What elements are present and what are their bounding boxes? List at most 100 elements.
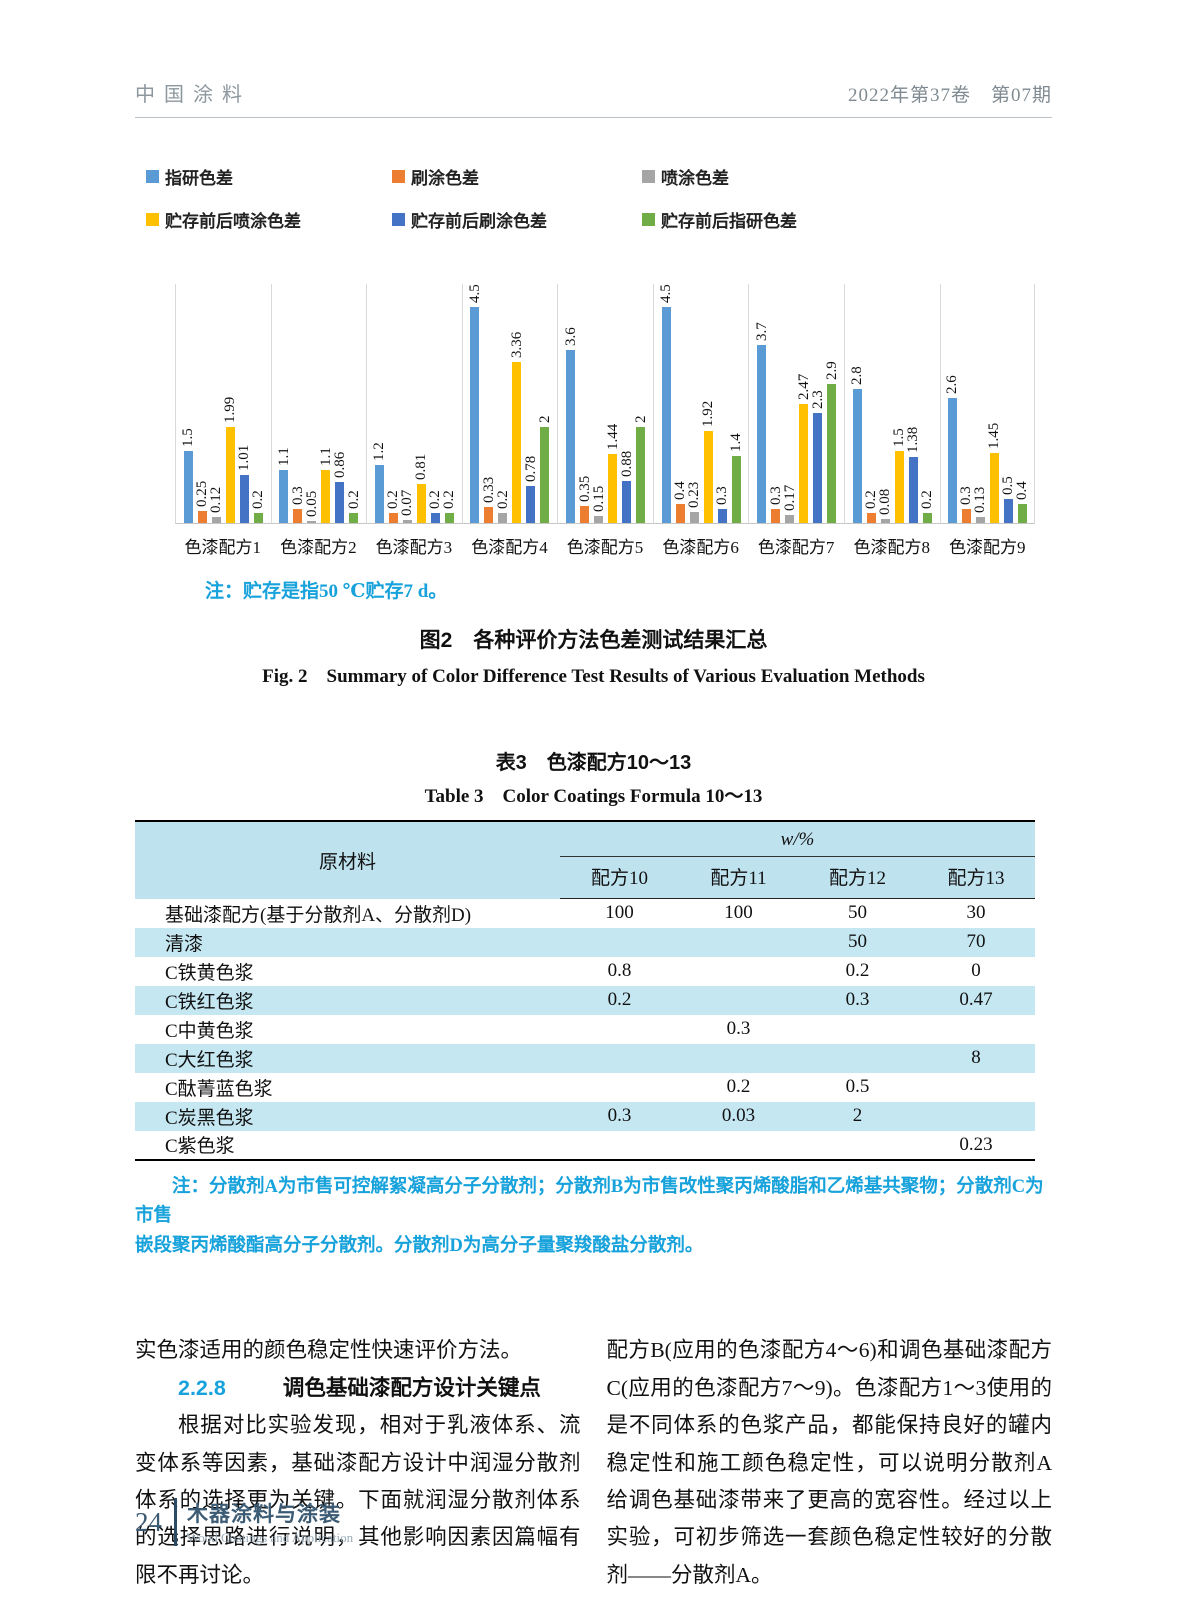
value-cell: 100 xyxy=(724,902,753,924)
body-text: 实色漆适用的颜色稳定性快速评价方法。 2.2.8 调色基础漆配方设计关键点 根据… xyxy=(135,1332,1052,1600)
value-cell: 0.23 xyxy=(959,1133,993,1155)
x-axis-category-label: 色漆配方3 xyxy=(375,538,453,557)
bar-value-label: 0.2 xyxy=(345,490,362,510)
material-name-cell: C大红色浆 xyxy=(135,1043,560,1073)
bar: 0.3 xyxy=(958,486,974,523)
bar-value-label: 1.38 xyxy=(905,426,922,453)
bar: 2.8 xyxy=(849,366,865,523)
bar-value-label: 2 xyxy=(536,415,553,424)
bar-value-label: 3.36 xyxy=(508,331,525,358)
x-axis-category-label: 色漆配方5 xyxy=(566,538,644,557)
value-cell: 50 xyxy=(798,927,917,957)
paragraph: 实色漆适用的颜色稳定性快速评价方法。 xyxy=(135,1338,523,1363)
chart-group: 1.2 0.2 0.07 0.81 0.2 0.2 色漆配方3 xyxy=(366,284,462,558)
chart-group: 3.7 0.3 0.17 2.47 2.3 2.9 色漆配方7 xyxy=(748,284,844,558)
bar-value-label: 0.2 xyxy=(494,490,511,510)
bar: 1.99 xyxy=(222,397,238,523)
chart-group-bars: 4.5 0.33 0.2 3.36 0.78 2 xyxy=(461,284,558,524)
bar: 0.25 xyxy=(194,481,210,523)
table-row: 基础漆配方(基于分散剂A、分散剂D) 100 100 50 30 xyxy=(135,899,1035,928)
page-number: 24 xyxy=(135,1506,162,1537)
bar-value-label: 0.2 xyxy=(250,490,267,510)
page-header: 中国涂料 2022年第37卷 第07期 xyxy=(135,78,1052,118)
bar-value-label: 0.12 xyxy=(208,487,225,514)
color-difference-bar-chart: 1.5 0.25 0.12 1.99 1.01 0.2 色漆配方1 1.1 0.3 0.05 1.1… xyxy=(175,284,1036,558)
value-cell: 0.2 xyxy=(560,985,679,1015)
material-name-cell: C中黄色浆 xyxy=(165,1020,254,1042)
bar-value-label: 2.6 xyxy=(944,375,961,395)
bar: 2.9 xyxy=(824,361,840,523)
bar-value-label: 0.15 xyxy=(590,485,607,512)
bar-value-label: 0.2 xyxy=(441,490,458,510)
legend-label: 喷涂色差 xyxy=(661,169,729,188)
value-cell: 0.5 xyxy=(845,1076,870,1097)
x-axis-category-label: 色漆配方9 xyxy=(949,538,1026,557)
bar-value-label: 4.5 xyxy=(658,284,675,303)
chart-group: 3.6 0.35 0.15 1.44 0.88 2 色漆配方5 xyxy=(557,284,653,558)
bar: 0.2 xyxy=(919,491,935,523)
chart-group-bars: 3.6 0.35 0.15 1.44 0.88 2 xyxy=(557,284,653,524)
chart-plot: 1.5 0.25 0.12 1.99 1.01 0.2 色漆配方1 1.1 0.3 0.05 1.1… xyxy=(175,284,1036,558)
value-cell: 8 xyxy=(917,1043,1035,1073)
value-cell: 30 xyxy=(966,902,986,924)
footer-section-en: Wood Coatings and Application xyxy=(187,1530,354,1545)
bar: 0.2 xyxy=(346,491,362,523)
formula-table: 原材料 w/% 配方10 配方11 配方12 配方13 基础漆配方(基于分散剂A、分散… xyxy=(135,820,1035,1161)
chart-group-bars: 4.5 0.4 0.23 1.92 0.3 1.4 xyxy=(652,284,749,524)
body-column-left: 实色漆适用的颜色稳定性快速评价方法。 2.2.8 调色基础漆配方设计关键点 根据… xyxy=(135,1332,581,1600)
bar-value-label: 3.7 xyxy=(753,322,770,342)
bar-value-label: 0.86 xyxy=(331,451,348,478)
bar-value-label: 1.92 xyxy=(700,400,717,427)
value-cell: 0.03 xyxy=(679,1101,798,1131)
footer-section-titles: 木器涂料与涂装 Wood Coatings and Application xyxy=(187,1498,353,1546)
bar-value-label: 0.13 xyxy=(972,486,989,513)
bar: 0.3 xyxy=(768,486,784,523)
chart-group-bars: 1.2 0.2 0.07 0.81 0.2 0.2 xyxy=(366,284,462,524)
chart-group: 2.8 0.2 0.08 1.5 1.38 0.2 色漆配方8 xyxy=(843,284,940,558)
column-header: 配方12 xyxy=(798,856,917,899)
paragraph: 参考图1罐内浮色情况和通过图2指研色差数据，我们发现：调色基础漆选择调色基础漆配… xyxy=(135,1594,581,1600)
value-cell xyxy=(560,1073,679,1102)
table-note-line1: 注：分散剂A为市售可控解絮凝高分子分散剂；分散剂B为市售改性聚丙烯酸脂和乙烯基共… xyxy=(135,1176,1044,1227)
value-cell xyxy=(679,1131,798,1160)
bar: 0.15 xyxy=(591,486,607,523)
bar: 2 xyxy=(537,416,553,523)
value-cell: 50 xyxy=(848,902,867,924)
bar: 1.45 xyxy=(986,423,1002,523)
legend-label: 贮存前后喷涂色差 xyxy=(165,212,301,231)
paragraph: 同时，平行对比色漆配方1～9，得出：色漆3测试结果最好，基础漆配方A与自产C水性… xyxy=(607,1594,1053,1600)
legend-item: 贮存前后指研色差 xyxy=(642,207,1187,232)
x-axis-category-label: 色漆配方7 xyxy=(757,538,835,557)
table-row: C大红色浆 8 xyxy=(135,1043,1035,1073)
bar-value-label: 1.1 xyxy=(275,447,292,467)
table-row: C铁黄色浆 0.8 0.2 0 xyxy=(135,957,1035,986)
formula-columns-row: 配方10 配方11 配方12 配方13 xyxy=(135,856,1035,899)
bar-value-label: 1.45 xyxy=(986,423,1003,450)
material-name-cell: 基础漆配方(基于分散剂A、分散剂D) xyxy=(165,904,472,926)
value-cell: 0.3 xyxy=(726,1018,751,1039)
chart-group: 4.5 0.33 0.2 3.36 0.78 2 色漆配方4 xyxy=(461,284,558,558)
chart-group-bars: 2.8 0.2 0.08 1.5 1.38 0.2 xyxy=(843,284,940,524)
value-cell xyxy=(798,1043,917,1073)
col-header-wpct: w/% xyxy=(560,821,1035,857)
value-cell xyxy=(917,1073,1035,1102)
bar: 0.23 xyxy=(686,482,702,523)
legend-swatch-icon xyxy=(642,213,655,226)
value-cell xyxy=(560,1131,679,1160)
bar-value-label: 0.81 xyxy=(413,453,430,481)
formula-table-body: 基础漆配方(基于分散剂A、分散剂D) 100 100 50 30 清漆 50 70 C铁黄色浆 0… xyxy=(135,899,1035,1160)
material-name-cell: C炭黑色浆 xyxy=(135,1101,560,1131)
body-column-right: 配方B(应用的色漆配方4～6)和调色基础漆配方C(应用的色漆配方7～9)。色漆配… xyxy=(607,1332,1053,1600)
x-axis-category-label: 色漆配方1 xyxy=(184,538,262,557)
value-cell: 0.2 xyxy=(726,1076,751,1097)
bar: 0.3 xyxy=(714,486,730,523)
bar: 0.12 xyxy=(208,487,224,523)
chart-group: 4.5 0.4 0.23 1.92 0.3 1.4 色漆配方6 xyxy=(652,284,749,558)
bar-value-label: 0.78 xyxy=(522,455,539,482)
legend-label: 刷涂色差 xyxy=(411,169,479,188)
legend-item: 指研色差 xyxy=(146,164,392,189)
bar: 3.7 xyxy=(754,323,770,523)
bar-value-label: 1.01 xyxy=(236,444,253,471)
x-axis-category-label: 色漆配方6 xyxy=(662,538,739,557)
